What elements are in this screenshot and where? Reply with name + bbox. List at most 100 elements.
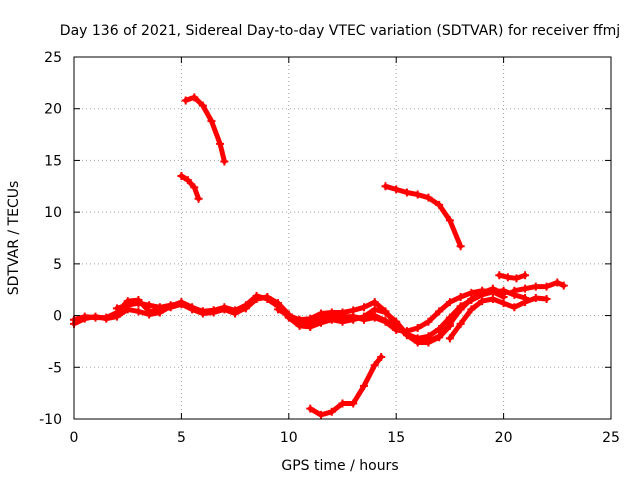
data-point	[338, 399, 347, 408]
data-point	[503, 273, 512, 282]
series-arc-e	[447, 295, 550, 341]
data-point	[445, 216, 454, 225]
data-point	[424, 317, 433, 326]
data-point	[370, 311, 379, 320]
y-tick-label: 15	[44, 153, 62, 169]
data-point	[317, 410, 326, 419]
data-point	[510, 303, 519, 312]
data-point	[338, 308, 347, 317]
data-point	[274, 305, 283, 314]
series-arc-k	[307, 354, 384, 418]
chart-title: Day 136 of 2021, Sidereal Day-to-day VTE…	[60, 23, 620, 39]
data-point	[445, 334, 454, 343]
data-point	[381, 316, 390, 325]
data-point	[531, 293, 540, 302]
series-arc-h	[183, 94, 227, 164]
data-point	[295, 315, 304, 324]
data-point	[495, 271, 504, 280]
data-point	[198, 307, 207, 316]
data-point	[91, 312, 100, 321]
data-point	[445, 313, 454, 322]
data-point	[456, 292, 465, 301]
data-point	[435, 325, 444, 334]
data-point	[252, 295, 261, 304]
data-point	[134, 307, 143, 316]
data-point	[209, 306, 218, 315]
data-point	[499, 299, 508, 308]
y-tick-label: 0	[53, 309, 62, 325]
data-point	[445, 321, 454, 330]
data-point	[359, 314, 368, 323]
x-tick-label: 10	[280, 430, 298, 446]
x-tick-label: 25	[602, 430, 620, 446]
data-point	[177, 171, 186, 180]
series-arc-g	[496, 272, 528, 281]
grid-lines	[74, 57, 611, 419]
data-point	[188, 304, 197, 313]
data-point	[349, 399, 358, 408]
data-point	[194, 194, 203, 203]
data-point	[241, 304, 250, 313]
plot-frame	[73, 56, 612, 420]
data-point	[263, 292, 272, 301]
data-point	[317, 309, 326, 318]
data-point	[435, 200, 444, 209]
data-point	[359, 303, 368, 312]
data-point	[521, 298, 530, 307]
data-point	[499, 286, 508, 295]
data-point	[531, 282, 540, 291]
data-point	[190, 93, 199, 102]
data-point	[402, 331, 411, 340]
x-tick-label: 20	[495, 430, 513, 446]
data-point	[413, 323, 422, 332]
data-point	[190, 183, 199, 192]
data-point	[112, 312, 121, 321]
x-tick-label: 0	[70, 430, 79, 446]
data-point	[220, 157, 229, 166]
series-arc-i	[178, 173, 202, 202]
data-point	[102, 314, 111, 323]
data-point	[198, 101, 207, 110]
y-tick-label: 25	[44, 50, 62, 66]
y-axis-label: SDTVAR / TECUs	[6, 181, 22, 296]
data-point	[413, 338, 422, 347]
y-tick-label: 10	[44, 205, 62, 221]
data-point	[559, 281, 568, 290]
data-point	[216, 139, 225, 148]
data-point	[488, 287, 497, 296]
data-point	[381, 182, 390, 191]
data-point	[402, 188, 411, 197]
y-tick-label: -5	[48, 360, 62, 376]
data-point	[521, 284, 530, 293]
series-arc-j	[383, 183, 464, 249]
data-point	[370, 298, 379, 307]
data-point	[327, 407, 336, 416]
x-axis-label: GPS time / hours	[281, 458, 398, 474]
data-point	[392, 185, 401, 194]
data-point	[183, 176, 192, 185]
data-point	[542, 295, 551, 304]
data-point	[488, 295, 497, 304]
data-point	[306, 404, 315, 413]
data-point	[553, 278, 562, 287]
data-point	[445, 298, 454, 307]
data-point	[220, 304, 229, 313]
data-point	[424, 193, 433, 202]
data-point	[166, 301, 175, 310]
data-point	[467, 305, 476, 314]
data-series	[70, 93, 568, 419]
data-point	[510, 286, 519, 295]
data-point	[145, 310, 154, 319]
data-point	[112, 304, 121, 313]
data-point	[542, 282, 551, 291]
data-point	[145, 301, 154, 310]
data-point	[370, 361, 379, 370]
data-point	[435, 333, 444, 342]
data-point	[456, 319, 465, 328]
data-point	[207, 117, 216, 126]
x-tick-label: 15	[387, 430, 405, 446]
data-point	[134, 299, 143, 308]
data-point	[377, 352, 386, 361]
data-point	[521, 271, 530, 280]
